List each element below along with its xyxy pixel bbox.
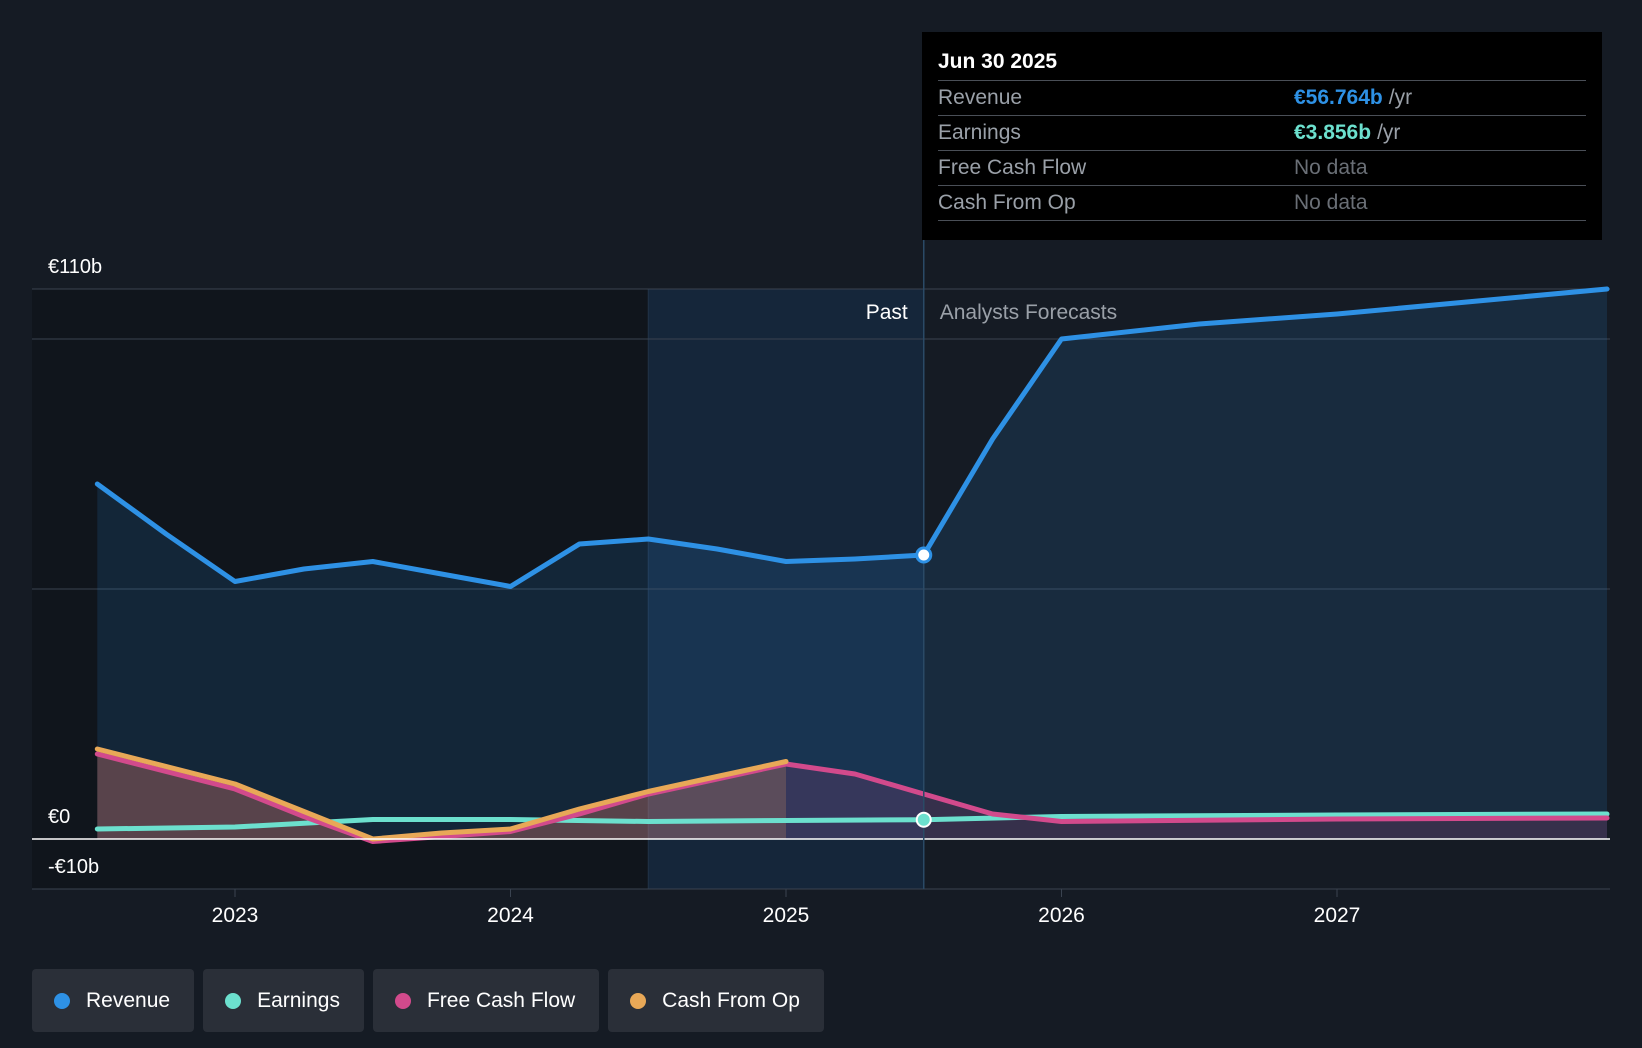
legend-dot-icon <box>225 992 242 1009</box>
forecast-label: Analysts Forecasts <box>940 301 1117 324</box>
legend-label: Free Cash Flow <box>426 988 576 1012</box>
free-cash-flow-area <box>97 754 1607 842</box>
cash-from-op-area <box>97 749 787 839</box>
cash-from-op-line <box>94 746 789 842</box>
legend-dot-icon <box>54 992 70 1009</box>
tooltip-unit: /yr <box>1388 86 1413 109</box>
legend-dot-icon <box>630 992 647 1009</box>
tooltip-row-cfo: Cash From Op No data <box>938 185 1586 221</box>
tooltip-nodata: No data <box>1294 191 1368 214</box>
past-label: Past <box>866 301 908 324</box>
legend-item-earnings[interactable]: Earnings <box>203 969 364 1032</box>
legend-item-cash-from-op[interactable]: Cash From Op <box>608 969 824 1032</box>
earnings-line <box>94 811 1610 832</box>
tooltip-nodata: No data <box>1294 156 1368 179</box>
x-tick-label: 2023 <box>212 904 259 927</box>
legend-label: Earnings <box>257 988 340 1012</box>
tooltip-label: Earnings <box>938 121 1021 144</box>
legend-item-free-cash-flow[interactable]: Free Cash Flow <box>372 969 600 1032</box>
y-tick-label: €110b <box>48 256 102 278</box>
x-tick-label: 2025 <box>763 904 810 927</box>
tooltip-value: €3.856b <box>1294 121 1372 144</box>
revenue-area <box>97 289 1607 839</box>
tooltip-label: Free Cash Flow <box>938 156 1087 179</box>
revenue-marker <box>915 546 933 564</box>
tooltip-label: Revenue <box>938 86 1023 109</box>
legend: Revenue Earnings Free Cash Flow Cash Fro… <box>32 969 824 1032</box>
x-tick-label: 2024 <box>487 904 534 927</box>
legend-item-revenue[interactable]: Revenue <box>32 969 195 1032</box>
tooltip-value: €56.764b <box>1294 86 1383 109</box>
x-tick-label: 2026 <box>1038 904 1085 927</box>
tooltip-label: Cash From Op <box>938 191 1076 214</box>
y-tick-label: €0 <box>48 806 70 828</box>
x-tick-label: 2027 <box>1314 904 1361 927</box>
legend-label: Revenue <box>86 988 171 1012</box>
legend-dot-icon <box>394 992 411 1009</box>
tooltip-row-revenue: Revenue €56.764b/yr <box>938 80 1586 115</box>
legend-label: Cash From Op <box>662 988 800 1012</box>
tooltip-unit: /yr <box>1377 121 1401 144</box>
tooltip-row-earnings: Earnings €3.856b/yr <box>938 115 1586 150</box>
earnings-marker <box>915 811 932 828</box>
tooltip-row-fcf: Free Cash Flow No data <box>938 150 1586 185</box>
tooltip-date: Jun 30 2025 <box>938 50 1058 73</box>
tooltip: Jun 30 2025 Revenue €56.764b/yr Earnings… <box>922 32 1602 240</box>
y-tick-label: -€10b <box>48 856 99 878</box>
revenue-line <box>94 286 1610 589</box>
